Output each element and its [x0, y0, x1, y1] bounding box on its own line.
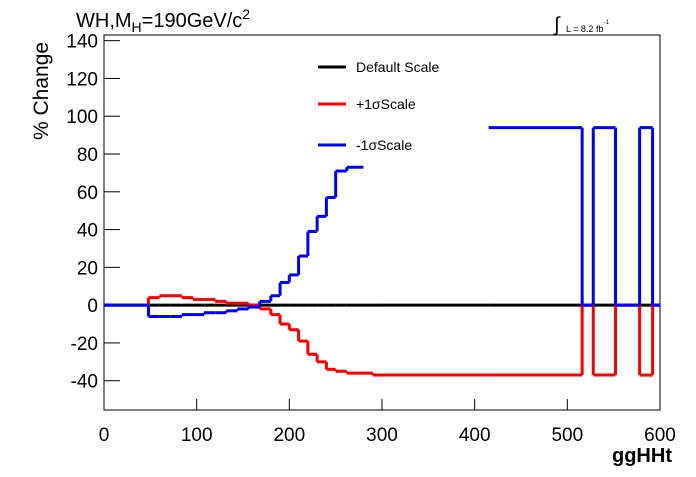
integral-sign: ∫: [553, 14, 561, 36]
chart-title: WH,MH=190GeV/c2: [76, 6, 250, 35]
y-tick-label: 100: [66, 107, 98, 128]
x-tick-label: 300: [366, 425, 398, 446]
x-tick-label: 500: [551, 425, 583, 446]
text-part: 2: [242, 6, 250, 22]
text-part: WH,M: [76, 10, 132, 32]
legend-label: -1σScale: [356, 137, 412, 153]
legend-label: +1σScale: [356, 96, 416, 112]
x-tick-label: 100: [181, 425, 213, 446]
x-tick-label: 400: [459, 425, 491, 446]
y-tick-label: 60: [77, 183, 98, 204]
x-axis-label: ggHHt: [612, 445, 672, 467]
y-tick-label: 80: [77, 145, 98, 166]
y-tick-label: 20: [77, 258, 98, 279]
annotation: L = 8.2 fb-1: [566, 19, 610, 34]
y-axis-label: % Change: [30, 42, 53, 140]
y-tick-label: 40: [77, 221, 98, 242]
text-part: L = 8.2 fb: [566, 24, 603, 34]
x-tick-label: 600: [644, 425, 676, 446]
y-tick-label: -40: [71, 372, 98, 393]
text-part: H: [132, 19, 142, 35]
x-tick-label: 0: [99, 425, 110, 446]
y-tick-label: -20: [71, 334, 98, 355]
y-tick-label: 140: [66, 32, 98, 53]
text-part: -1: [603, 19, 609, 26]
y-tick-label: 0: [87, 296, 98, 317]
y-tick-label: 120: [66, 69, 98, 90]
x-tick-label: 200: [273, 425, 305, 446]
text-part: =190GeV/c: [142, 10, 243, 32]
legend-label: Default Scale: [356, 59, 439, 75]
